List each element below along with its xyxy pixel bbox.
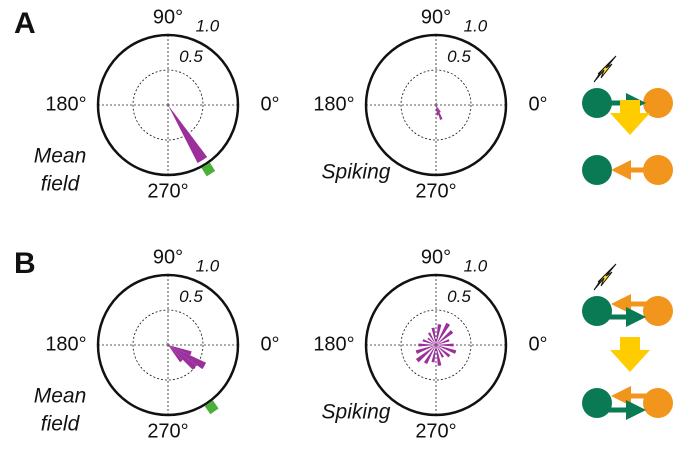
rose-petal <box>436 322 451 345</box>
angle-tick-label: 90° <box>153 6 183 28</box>
rose-petal <box>436 105 443 120</box>
angle-tick-label: 90° <box>153 246 183 268</box>
schematic-b <box>582 263 673 420</box>
mean-direction-marker <box>201 162 216 177</box>
rose-petal <box>436 345 451 358</box>
angle-tick-label: 270° <box>415 420 456 442</box>
schematic-a <box>582 55 673 185</box>
angle-tick-label: 180° <box>45 333 86 355</box>
rose-petal <box>436 105 441 113</box>
rose-petal <box>436 105 439 116</box>
outer-ring <box>96 33 240 177</box>
radius-tick-label: 1.0 <box>464 16 488 35</box>
rose-petal <box>431 345 436 363</box>
rose-petal <box>436 339 450 345</box>
rose-petal <box>415 345 436 354</box>
angle-tick-label: 180° <box>313 93 354 115</box>
rose-petal <box>168 345 192 356</box>
mean-direction-marker <box>204 400 219 415</box>
angle-tick-label: 180° <box>313 333 354 355</box>
radius-grid-circle <box>132 309 204 381</box>
angle-tick-label: 0° <box>260 93 279 115</box>
rose-petal <box>168 345 183 363</box>
chart-label: Spiking <box>322 161 391 184</box>
rose-petal <box>168 105 208 164</box>
chart-label: Mean <box>34 145 87 168</box>
radius-tick-label: 1.0 <box>464 256 488 275</box>
outer-ring <box>364 273 508 417</box>
angle-tick-label: 180° <box>45 93 86 115</box>
rose-petal <box>427 332 436 345</box>
chart-label: Mean <box>34 385 87 408</box>
outer-ring <box>364 33 508 177</box>
radius-tick-label: 1.0 <box>196 16 220 35</box>
radius-tick-label: 1.0 <box>196 256 220 275</box>
rose-petal <box>436 101 438 105</box>
rose-petal <box>436 345 445 358</box>
angle-tick-label: 90° <box>421 6 451 28</box>
rose-petal <box>422 339 436 345</box>
angle-tick-label: 0° <box>528 333 547 355</box>
panel-letter: B <box>14 247 36 280</box>
radius-grid-circle <box>132 69 204 141</box>
angle-tick-label: 0° <box>528 93 547 115</box>
angle-tick-label: 0° <box>260 333 279 355</box>
chart-label: Spiking <box>322 401 391 424</box>
rose-petal <box>415 345 436 363</box>
rose-petal <box>168 345 207 370</box>
angle-tick-label: 270° <box>415 180 456 202</box>
radius-grid-circle <box>400 69 472 141</box>
rose-petal <box>436 345 457 354</box>
chart-label: field <box>41 413 81 436</box>
radius-grid-circle <box>400 309 472 381</box>
chart-label: field <box>41 173 81 196</box>
radius-tick-label: 0.5 <box>179 287 203 306</box>
outer-ring <box>96 273 240 417</box>
radius-tick-label: 0.5 <box>179 47 203 66</box>
radius-tick-label: 0.5 <box>447 287 471 306</box>
panel-letter: A <box>14 7 36 40</box>
angle-tick-label: 270° <box>147 420 188 442</box>
angle-tick-label: 270° <box>147 180 188 202</box>
rose-petal <box>418 343 436 347</box>
rose-petal <box>436 330 454 345</box>
rose-petal <box>431 327 436 345</box>
angle-tick-label: 90° <box>421 246 451 268</box>
rose-petal <box>423 345 436 365</box>
rose-petal <box>436 343 454 347</box>
rose-petal <box>427 337 436 345</box>
rose-petal <box>168 345 197 370</box>
rose-petal <box>436 345 442 366</box>
rose-petal <box>436 324 442 345</box>
rose-petal <box>165 341 168 345</box>
radius-tick-label: 0.5 <box>447 47 471 66</box>
